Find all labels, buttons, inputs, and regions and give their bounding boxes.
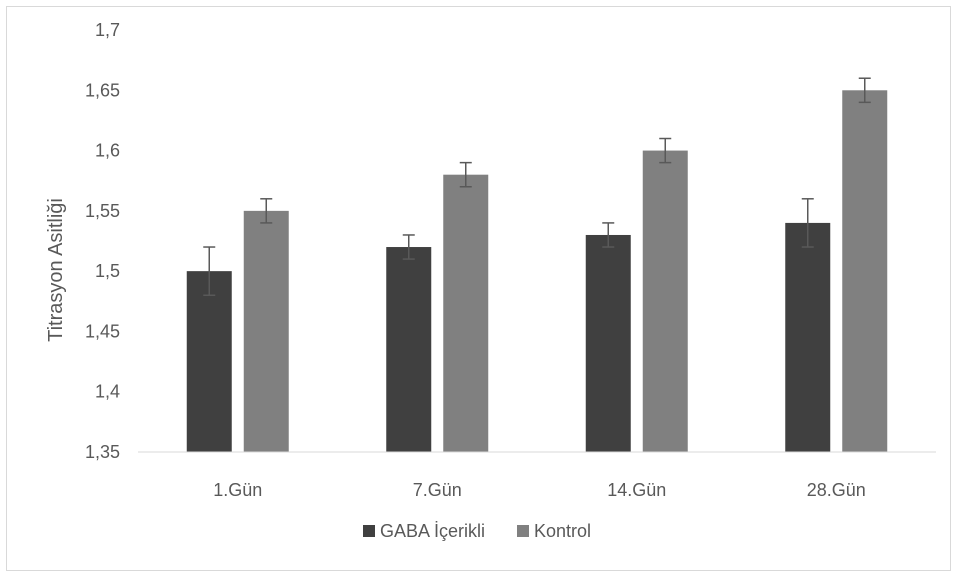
legend-swatch (363, 525, 375, 537)
legend-item: Kontrol (517, 521, 591, 541)
error-bar (203, 246, 216, 297)
y-tick-label: 1,55 (85, 201, 120, 221)
y-tick-label: 1,35 (85, 442, 120, 462)
legend-swatch (517, 525, 529, 537)
error-bar (260, 198, 273, 224)
x-category-label: 1.Gün (213, 480, 262, 500)
y-tick-label: 1,6 (95, 141, 120, 161)
y-tick-label: 1,7 (95, 20, 120, 40)
bars-group (186, 90, 888, 453)
x-category-label: 7.Gün (413, 480, 462, 500)
bar-kontrol-3 (642, 150, 688, 453)
x-category-label: 14.Gün (607, 480, 666, 500)
bar-gaba-4 (785, 222, 831, 452)
x-axis-categories: 1.Gün 7.Gün 14.Gün 28.Gün (213, 480, 866, 500)
bar-kontrol-1 (243, 210, 289, 452)
y-tick-label: 1,65 (85, 80, 120, 100)
x-category-label: 28.Gün (807, 480, 866, 500)
y-tick-label: 1,5 (95, 261, 120, 281)
legend-label: GABA İçerikli (380, 521, 485, 541)
legend: GABA İçerikli Kontrol (363, 521, 591, 541)
bar-kontrol-4 (842, 90, 888, 453)
bar-gaba-2 (386, 247, 432, 452)
error-bar (858, 77, 871, 104)
error-bars-group (203, 77, 871, 297)
error-bar (801, 198, 814, 248)
error-bar (402, 234, 415, 260)
bar-gaba-1 (186, 271, 232, 452)
error-bar (602, 222, 615, 248)
bar-gaba-3 (585, 234, 631, 452)
bar-kontrol-2 (443, 174, 489, 452)
y-axis-title: Titrasyon Asitliği (45, 198, 67, 342)
y-tick-label: 1,4 (95, 382, 120, 402)
error-bar (459, 161, 472, 188)
legend-label: Kontrol (534, 521, 591, 541)
y-tick-label: 1,45 (85, 321, 120, 341)
legend-item: GABA İçerikli (363, 521, 485, 541)
error-bar (659, 137, 672, 164)
y-axis-ticks: 1,35 1,4 1,45 1,5 1,55 1,6 1,65 1,7 (85, 20, 120, 462)
